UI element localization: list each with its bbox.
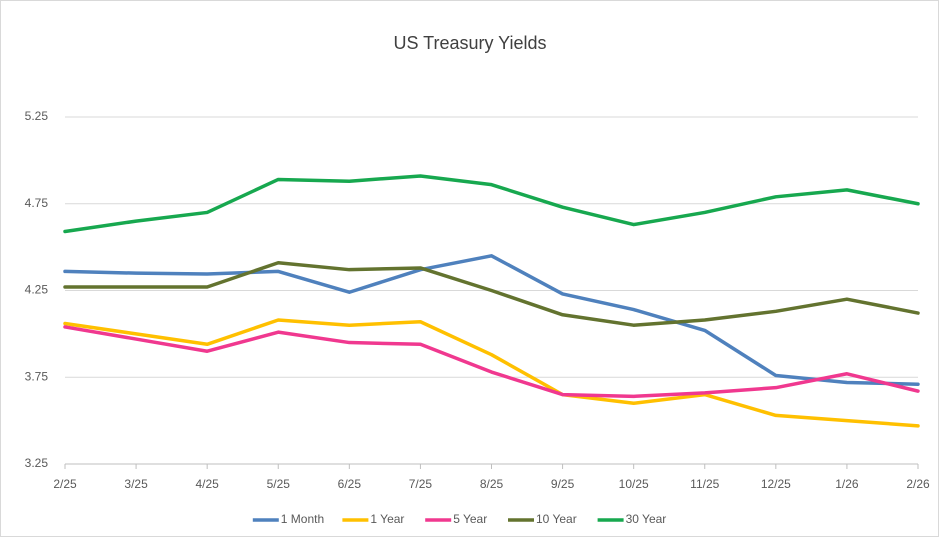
x-tick-label: 2/25 [53, 477, 77, 491]
x-tick-label: 11/25 [690, 477, 719, 491]
series-line [63, 325, 920, 399]
x-tick-label: 10/25 [619, 477, 649, 491]
x-tick-label: 7/25 [409, 477, 433, 491]
series-line [63, 260, 920, 327]
x-tick-label: 4/25 [195, 477, 219, 491]
legend-label: 1 Month [281, 512, 324, 526]
legend-label: 10 Year [536, 512, 577, 526]
legend-label: 5 Year [453, 512, 487, 526]
x-tick-label: 8/25 [480, 477, 504, 491]
chart-title: US Treasury Yields [393, 33, 546, 53]
series-line [63, 254, 920, 386]
series-line [63, 174, 920, 234]
y-tick-label: 3.75 [25, 369, 49, 383]
legend-label: 1 Year [370, 512, 404, 526]
series-line [63, 318, 920, 428]
legend-label: 30 Year [626, 512, 667, 526]
x-tick-label: 5/25 [267, 477, 291, 491]
y-tick-label: 5.25 [25, 109, 49, 123]
x-tick-label: 1/26 [835, 477, 859, 491]
x-tick-label: 6/25 [338, 477, 362, 491]
y-tick-label: 4.25 [25, 283, 49, 297]
x-tick-label: 12/25 [761, 477, 791, 491]
x-tick-label: 2/26 [906, 477, 930, 491]
x-tick-label: 3/25 [124, 477, 148, 491]
y-tick-label: 3.25 [25, 456, 49, 470]
y-tick-label: 4.75 [25, 196, 49, 210]
x-tick-label: 9/25 [551, 477, 575, 491]
